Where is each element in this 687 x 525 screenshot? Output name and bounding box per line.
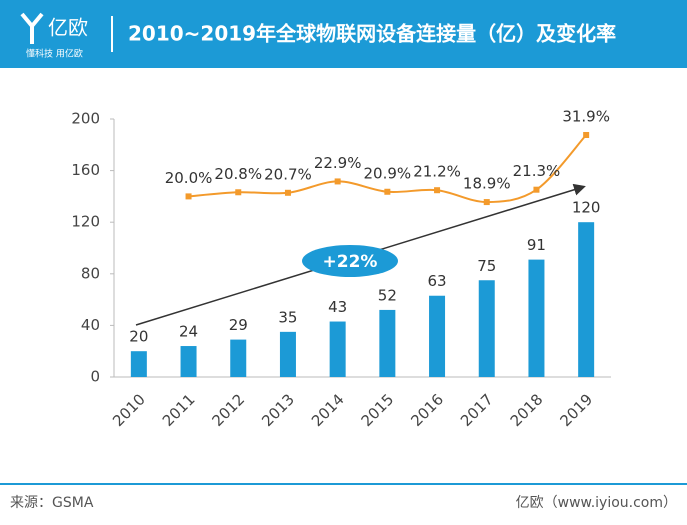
bar: [528, 259, 545, 377]
rate-marker: [483, 199, 490, 206]
bar: [329, 321, 346, 377]
bar-label: 29: [229, 316, 248, 334]
rate-marker: [235, 189, 242, 196]
bar: [230, 339, 247, 377]
x-tick-label: 2019: [556, 390, 596, 430]
bar-label: 20: [129, 328, 148, 346]
bar: [429, 295, 446, 377]
bar-label: 63: [428, 272, 447, 290]
logo: 亿欧: [48, 16, 88, 40]
bar-label: 91: [527, 236, 546, 254]
x-tick-label: 2010: [109, 390, 149, 430]
source: 来源：GSMA: [10, 495, 94, 511]
bar: [130, 351, 147, 377]
x-tick-label: 2017: [457, 390, 497, 430]
y-tick-label: 0: [90, 368, 100, 386]
rate-marker: [533, 186, 540, 193]
rate-label: 20.0%: [165, 169, 213, 187]
y-tick-label: 120: [71, 213, 100, 231]
annotation-badge: [302, 245, 398, 277]
x-tick-label: 2018: [507, 390, 547, 430]
rate-label: 20.7%: [264, 165, 312, 183]
slogan: 懂科技 用亿欧: [26, 48, 83, 60]
rate-marker: [334, 178, 341, 185]
bar-label: 52: [378, 286, 397, 304]
rate-marker: [583, 131, 590, 138]
x-tick-label: 2011: [159, 390, 199, 430]
y-tick-label: 160: [71, 161, 100, 179]
bar-label: 120: [572, 199, 601, 217]
site: 亿欧（www.iyiou.com）: [516, 495, 677, 511]
rate-marker: [185, 193, 192, 200]
x-tick-label: 2014: [308, 390, 348, 430]
logo-icon: [20, 12, 44, 44]
y-tick-label: 80: [81, 264, 100, 282]
annotation: +22%: [323, 252, 378, 272]
y-tick-label: 200: [71, 110, 100, 128]
bar: [478, 280, 495, 377]
rate-marker: [284, 189, 291, 196]
bar-label: 35: [278, 308, 297, 326]
x-tick-label: 2015: [358, 390, 398, 430]
rate-label: 31.9%: [562, 107, 610, 125]
rate-label: 20.9%: [364, 164, 412, 182]
rate-marker: [434, 187, 441, 194]
x-tick-label: 2012: [209, 390, 249, 430]
rate-marker: [384, 188, 391, 195]
bar-label: 75: [477, 257, 496, 275]
header-bar: [0, 0, 687, 68]
rate-label: 20.8%: [214, 165, 262, 183]
bar: [578, 222, 595, 377]
bar: [379, 309, 396, 377]
rate-label: 21.3%: [513, 162, 561, 180]
x-tick-label: 2013: [258, 390, 298, 430]
y-tick-label: 40: [81, 316, 100, 334]
bar-label: 24: [179, 323, 198, 341]
rate-label: 18.9%: [463, 175, 511, 193]
chart-title: 2010~2019年全球物联网设备连接量（亿）及变化率: [128, 22, 616, 46]
bar: [279, 331, 296, 377]
bar: [180, 346, 197, 377]
rate-label: 22.9%: [314, 154, 362, 172]
rate-label: 21.2%: [413, 163, 461, 181]
x-tick-label: 2016: [407, 390, 447, 430]
bar-label: 43: [328, 298, 347, 316]
